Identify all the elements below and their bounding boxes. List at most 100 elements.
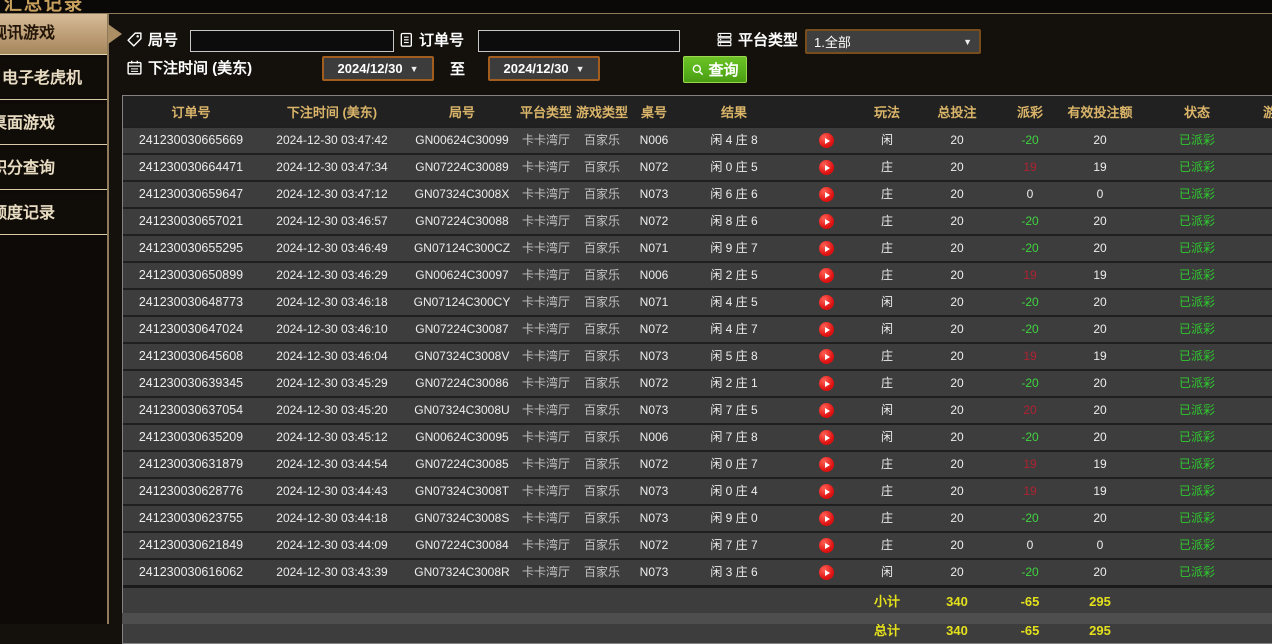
play-video-icon[interactable] [818, 484, 834, 500]
cell-bet-type: 闲 [880, 430, 893, 444]
cell-game-type: 百家乐 [583, 538, 620, 552]
cell-bet-time: 2024-12-30 03:46:18 [276, 295, 388, 309]
cell-total-bet: 20 [950, 430, 964, 444]
tag-icon [126, 31, 143, 48]
cell-valid-bet: 20 [1093, 133, 1107, 147]
cell-order-no: 241230030628776 [138, 484, 244, 498]
play-video-icon[interactable] [818, 457, 834, 473]
cell-play [791, 560, 861, 585]
play-video-icon[interactable] [818, 187, 834, 203]
cell-platform: 卡卡湾厅 [521, 430, 570, 444]
cell-total-bet: 20 [950, 241, 964, 255]
cell-result: 闲 9 庄 0 [710, 511, 758, 525]
cell-bet-time: 2024-12-30 03:47:12 [276, 187, 388, 201]
sidebar-item-points-query[interactable]: 积分查询 [0, 149, 107, 190]
cell-play [791, 425, 861, 450]
sidebar-item-slots[interactable]: 电子老虎机 [0, 59, 107, 100]
play-video-icon[interactable] [818, 214, 834, 230]
cell-bet-type: 庄 [880, 511, 893, 525]
cell-play [791, 398, 861, 423]
cell-bet-type: 闲 [880, 403, 893, 417]
subtotal-valid-bet: 295 [1089, 593, 1111, 609]
play-video-icon[interactable] [818, 349, 834, 365]
date-to-value: 2024/12/30 [503, 61, 569, 76]
cell-payout: -20 [1021, 511, 1039, 525]
cell-valid-bet: 20 [1093, 376, 1107, 390]
cell-game-type: 百家乐 [583, 457, 620, 471]
cell-valid-bet: 20 [1093, 295, 1107, 309]
play-video-icon[interactable] [818, 403, 834, 419]
play-video-icon[interactable] [818, 430, 834, 446]
cell-bet-type: 庄 [880, 457, 893, 471]
cell-order-no: 241230030647024 [138, 322, 244, 336]
sidebar-item-table-games[interactable]: 桌面游戏 [0, 104, 107, 145]
cell-bet-type: 庄 [880, 349, 893, 363]
cell-result: 闲 0 庄 7 [710, 457, 758, 471]
cell-game-type: 百家乐 [583, 565, 620, 579]
table-row: 241230030631879 2024-12-30 03:44:54 GN0722… [123, 450, 1272, 477]
top-strip: 汇总记录 [0, 0, 1272, 14]
cell-total-bet: 20 [950, 295, 964, 309]
cell-status: 已派彩 [1178, 322, 1215, 336]
play-video-icon[interactable] [818, 241, 834, 257]
table-body: 241230030665669 2024-12-30 03:47:42 GN0062… [123, 126, 1272, 585]
cell-bet-time: 2024-12-30 03:44:54 [276, 457, 388, 471]
cell-status: 已派彩 [1178, 187, 1215, 201]
cell-total-bet: 20 [950, 403, 964, 417]
sidebar-item-credit-records[interactable]: 额度记录 [0, 194, 107, 235]
date-to-picker[interactable]: 2024/12/30 ▼ [488, 56, 600, 81]
cell-game-type: 百家乐 [583, 349, 620, 363]
cell-status: 已派彩 [1178, 511, 1215, 525]
cell-table-no: N072 [639, 322, 669, 336]
chevron-down-icon: ▼ [575, 63, 585, 74]
sidebar-item-label: 桌面游戏 [0, 115, 56, 132]
table-row: 241230030657021 2024-12-30 03:46:57 GN0722… [123, 207, 1272, 234]
cell-round-no: GN07324C3008T [414, 484, 510, 498]
play-video-icon[interactable] [818, 565, 834, 581]
cell-platform: 卡卡湾厅 [521, 376, 570, 390]
cell-round-no: GN07324C3008U [414, 403, 510, 417]
cell-valid-bet: 20 [1093, 322, 1107, 336]
cell-round-no: GN00624C30099 [415, 133, 509, 147]
play-video-icon[interactable] [818, 160, 834, 176]
query-button[interactable]: 查询 [683, 56, 747, 83]
cell-round-no: GN07124C300CZ [413, 241, 511, 255]
cell-platform: 卡卡湾厅 [521, 565, 570, 579]
play-video-icon[interactable] [818, 376, 834, 392]
cell-bet-type: 庄 [880, 268, 893, 282]
platform-type-select[interactable]: 1.全部 ▼ [805, 29, 981, 54]
cell-valid-bet: 19 [1093, 349, 1107, 363]
play-video-icon[interactable] [818, 538, 834, 554]
column-header-1: 下注时间 (美东) [286, 104, 378, 120]
play-video-icon[interactable] [818, 322, 834, 338]
cell-bet-type: 闲 [880, 565, 893, 579]
cell-payout: 0 [1026, 187, 1034, 201]
cell-total-bet: 20 [950, 322, 964, 336]
cell-order-no: 241230030631879 [138, 457, 244, 471]
sidebar-item-live-casino[interactable]: 视讯游戏 [0, 14, 122, 55]
cell-status: 已派彩 [1178, 403, 1215, 417]
cell-game-type: 百家乐 [583, 295, 620, 309]
cell-total-bet: 20 [950, 511, 964, 525]
date-from-picker[interactable]: 2024/12/30 ▼ [322, 56, 434, 81]
play-video-icon[interactable] [818, 295, 834, 311]
cell-total-bet: 20 [950, 457, 964, 471]
cell-round-no: GN00624C30097 [415, 268, 509, 282]
cell-bet-time: 2024-12-30 03:47:34 [276, 160, 388, 174]
cell-platform: 卡卡湾厅 [521, 322, 570, 336]
play-video-icon[interactable] [818, 133, 834, 149]
cell-valid-bet: 19 [1093, 457, 1107, 471]
cell-bet-type: 闲 [880, 322, 893, 336]
column-header-10: 派彩 [1016, 104, 1043, 120]
order-number-input[interactable] [478, 30, 680, 52]
cell-bet-time: 2024-12-30 03:43:39 [276, 565, 388, 579]
cell-round-no: GN07224C30088 [415, 214, 509, 228]
play-video-icon[interactable] [818, 511, 834, 527]
cell-round-no: GN07224C30087 [415, 322, 509, 336]
round-number-input[interactable] [190, 30, 394, 52]
cell-bet-time: 2024-12-30 03:44:43 [276, 484, 388, 498]
cell-bet-type: 闲 [880, 295, 893, 309]
cell-total-bet: 20 [950, 214, 964, 228]
cell-order-no: 241230030648773 [138, 295, 244, 309]
play-video-icon[interactable] [818, 268, 834, 284]
